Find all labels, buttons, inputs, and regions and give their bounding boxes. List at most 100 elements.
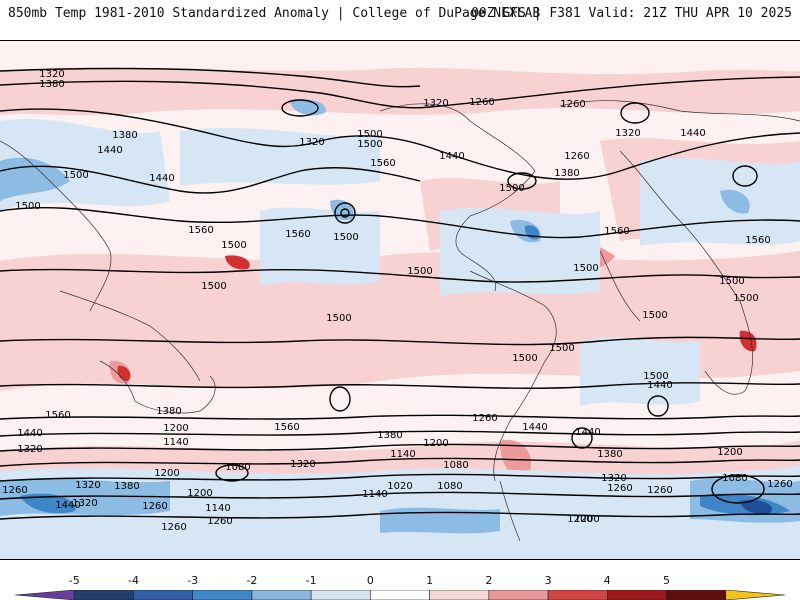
contour-label: 1200: [187, 488, 212, 499]
contour-label: 1500: [733, 293, 758, 304]
contour-label: 1380: [156, 406, 181, 417]
contour-label: 1260: [2, 485, 27, 496]
contour-label: 1440: [522, 422, 547, 433]
height-contour: [0, 108, 800, 180]
anomaly-patch: [117, 365, 131, 381]
colorbar-tick-label: 3: [544, 574, 552, 587]
contour-label: 1380: [112, 130, 137, 141]
contour-label: 1260: [564, 151, 589, 162]
contour-label: 1260: [560, 99, 585, 110]
contour-label: 1440: [439, 151, 464, 162]
anomaly-patch: [380, 507, 500, 534]
contour-label: 1500: [642, 310, 667, 321]
contour-label: 1080: [437, 481, 462, 492]
contour-ring: [711, 474, 765, 504]
colorbar-tick-label: -2: [246, 574, 258, 587]
coastline: [499, 480, 521, 542]
height-contour: [0, 268, 800, 283]
contour-label: 1500: [499, 183, 524, 194]
contour-label: 1500: [15, 201, 40, 212]
contour-label: 1260: [607, 483, 632, 494]
coastline: [0, 140, 112, 312]
colorbar-segment: [429, 590, 490, 600]
contour-label: 1260: [142, 501, 167, 512]
contour-label: 1500: [549, 343, 574, 354]
contour-label: 1500: [407, 266, 432, 277]
contour-label: 1260: [469, 97, 494, 108]
colorbar-tick-label: 1: [426, 574, 434, 587]
height-contour: [0, 67, 421, 88]
contour-label: 1140: [390, 449, 415, 460]
contour-label: 1200: [567, 514, 592, 525]
contour-label: 1560: [745, 235, 770, 246]
contour-label: 1320: [39, 69, 64, 80]
height-contour: [0, 165, 421, 194]
contour-label: 1440: [17, 428, 42, 439]
anomaly-patch: [740, 499, 772, 514]
model-run-info: 00Z GFS | F381 Valid: 21Z THU APR 10 202…: [471, 6, 792, 21]
contour-label: 1380: [377, 430, 402, 441]
contour-label: 1500: [326, 313, 351, 324]
contour-label: 1500: [357, 129, 382, 140]
coastlines: [0, 100, 800, 542]
coastline: [59, 290, 201, 382]
height-contour: [0, 443, 800, 452]
anomaly-patch: [720, 189, 750, 214]
anomaly-patch: [580, 337, 700, 406]
colorbar-segment: [607, 590, 667, 600]
height-contours: [0, 67, 800, 520]
contour-label: 1140: [163, 437, 188, 448]
contour-label: 1380: [114, 481, 139, 492]
contour-label: 1500: [357, 139, 382, 150]
colorbar-segment: [192, 590, 253, 600]
contour-label: 1260: [207, 516, 232, 527]
height-contour: [0, 457, 800, 467]
contour-label: 1320: [299, 137, 324, 148]
contour-label: 1440: [149, 173, 174, 184]
colorbar-segment: [251, 590, 312, 600]
colorbar-tick-label: -5: [68, 574, 80, 587]
coastline: [559, 100, 800, 122]
contour-label: 1440: [97, 145, 122, 156]
contour-label: 1500: [719, 276, 744, 287]
contour-label: 1440: [647, 380, 672, 391]
coastline: [379, 103, 536, 292]
contour-labels: 1320 1380 1320 1260 1260 1320 1440 1380 1500 1320…: [2, 69, 792, 533]
contour-label: 1560: [604, 226, 629, 237]
contour-label: 1200: [574, 514, 599, 525]
colorbar-tick-label: 5: [663, 574, 671, 587]
contour-label: 1560: [370, 158, 395, 169]
coastline: [619, 150, 753, 395]
contour-ring: [281, 99, 319, 117]
height-contour: [0, 76, 800, 109]
contour-label: 1200: [163, 423, 188, 434]
contour-ring: [340, 208, 350, 218]
anomaly-patch: [0, 157, 70, 201]
anomaly-map: 1320 1380 1320 1260 1260 1320 1440 1380 1500 1320…: [0, 40, 800, 560]
contour-ring: [620, 102, 650, 124]
contour-ring: [215, 464, 249, 482]
colorbar-bar: [14, 590, 786, 600]
anomaly-patch: [0, 67, 800, 116]
coastline: [469, 270, 557, 482]
colorbar-tick-label: -3: [187, 574, 199, 587]
colorbar-segment: [370, 590, 430, 600]
contour-ring: [507, 172, 537, 190]
contour-label: 1500: [333, 232, 358, 243]
height-contour: [0, 206, 800, 239]
contour-label: 1440: [575, 427, 600, 438]
height-contour: [0, 382, 800, 389]
coastline: [99, 360, 216, 414]
anomaly-patch: [739, 330, 757, 352]
colorbar-tick-label: -1: [305, 574, 317, 587]
contour-label: 1320: [72, 498, 97, 509]
contour-label: 1500: [643, 371, 668, 382]
height-contour: [0, 430, 800, 437]
colorbar-tick-label: -4: [127, 574, 139, 587]
contour-label: 1080: [443, 460, 468, 471]
height-contour: [0, 491, 800, 500]
anomaly-patch: [640, 158, 800, 246]
contour-label: 1320: [290, 459, 315, 470]
contour-label: 1320: [75, 480, 100, 491]
contour-label: 1320: [17, 444, 42, 455]
